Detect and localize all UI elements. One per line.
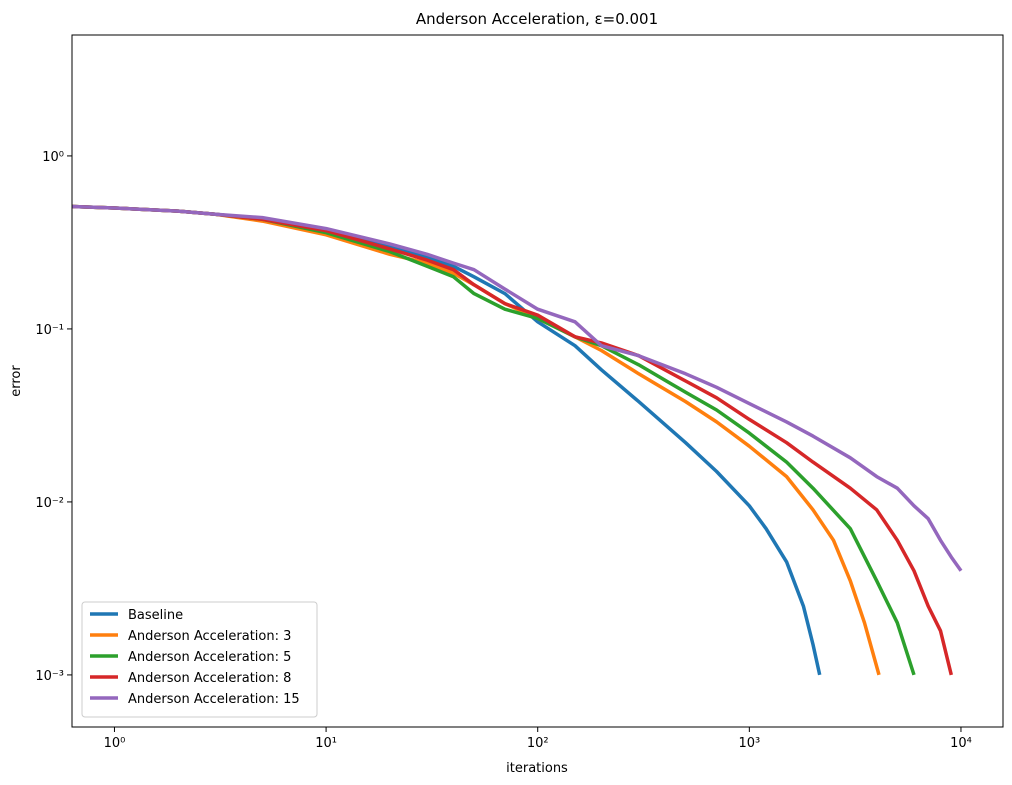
- legend-box: [81, 601, 318, 718]
- legend-label: Anderson Acceleration: 3: [128, 629, 291, 644]
- series-line: [72, 204, 963, 572]
- legend-label: Baseline: [128, 608, 183, 623]
- y-tick-label: 10⁰: [42, 150, 64, 165]
- series-line: [72, 204, 953, 676]
- y-tick-label: 10⁻²: [35, 496, 64, 511]
- legend-label: Anderson Acceleration: 5: [128, 650, 291, 665]
- x-tick-label: 10²: [527, 736, 549, 751]
- plot-frame: [71, 34, 1004, 728]
- y-tick-label: 10⁻³: [35, 669, 64, 684]
- x-tick-label: 10¹: [315, 736, 337, 751]
- chart-title: Anderson Acceleration, ε=0.001: [416, 10, 658, 28]
- x-tick-label: 10⁰: [104, 736, 126, 751]
- y-axis-label: error: [9, 365, 24, 397]
- legend-label: Anderson Acceleration: 8: [128, 671, 291, 686]
- legend-label: Anderson Acceleration: 15: [128, 692, 300, 707]
- x-tick-label: 10⁴: [950, 736, 972, 751]
- plot-lines: [72, 204, 963, 676]
- x-tick-label: 10³: [738, 736, 760, 751]
- x-axis-label: iterations: [506, 761, 568, 776]
- y-tick-label: 10⁻¹: [35, 323, 64, 338]
